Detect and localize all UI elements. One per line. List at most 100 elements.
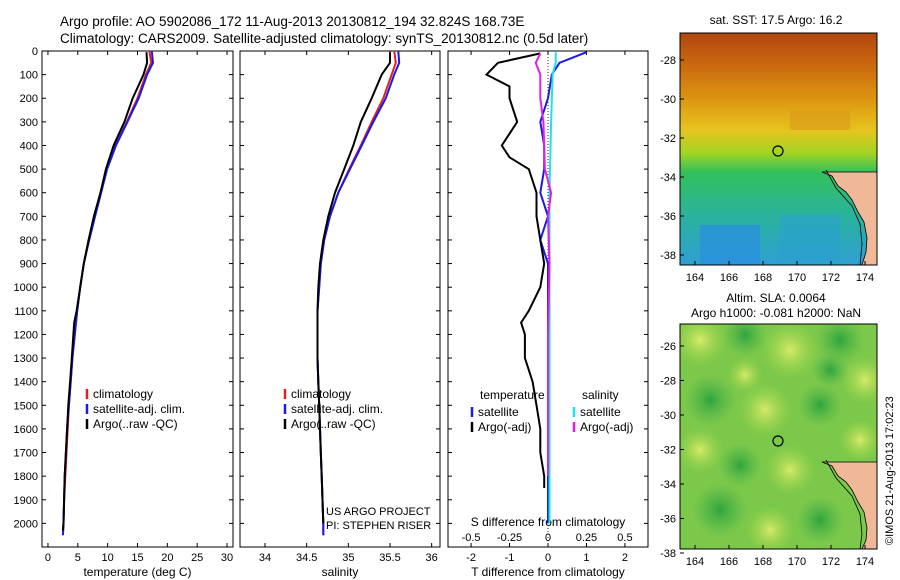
y-tick-label: 200 [20, 93, 38, 105]
sst-map-title: sat. SST: 17.5 Argo: 16.2 [710, 13, 843, 27]
y-tick-label: 1800 [14, 471, 38, 483]
x-tick-label: 2 [622, 552, 628, 564]
map-y-tick-label: -34 [660, 172, 676, 184]
map-x-tick-label: 168 [754, 556, 772, 568]
y-tick-label: 900 [20, 259, 38, 271]
y-tick-label: 1600 [14, 424, 38, 436]
series-line-argo-raw-qc- [61, 52, 149, 531]
sla-anomaly-blob [680, 324, 728, 368]
x-tick-label: 20 [161, 552, 173, 564]
sla-anomaly-blob [838, 418, 877, 462]
annotation-pi: PI: STEPHEN RISER [326, 520, 431, 532]
map-x-tick-label: 166 [720, 556, 738, 568]
map-x-tick-label: 166 [720, 272, 738, 284]
y-tick-label: 300 [20, 117, 38, 129]
legend-title-temperature: temperature [480, 388, 545, 402]
map-y-tick-label: -36 [660, 514, 676, 526]
sst-warm-patch [790, 110, 850, 130]
map-x-tick-label: 174 [856, 556, 874, 568]
sst-land [821, 171, 877, 265]
map-x-tick-label: 174 [856, 272, 874, 284]
sla-anomaly-blob [684, 374, 736, 426]
sla-anomaly-blob [718, 443, 762, 487]
map-x-tick-label: 168 [754, 272, 772, 284]
x-tick-label: 36 [426, 552, 438, 564]
map-y-tick-label: -38 [660, 250, 676, 262]
x-tick-label: 34 [259, 552, 271, 564]
series-line-argo-raw-qc- [316, 52, 391, 524]
map-x-tick-label: 170 [788, 272, 806, 284]
sla-anomaly-blob [692, 482, 748, 538]
y-tick-label: 100 [20, 70, 38, 82]
y-tick-label: 700 [20, 211, 38, 223]
legend-label: Argo(-adj) [478, 420, 531, 434]
map-x-tick-label: 164 [686, 556, 704, 568]
legend-title-salinity: salinity [582, 388, 619, 402]
map-y-tick-label: -38 [660, 548, 676, 560]
x2-tick-label: 0.25 [576, 532, 597, 544]
map-y-tick-label: -26 [660, 341, 676, 353]
legend-label: Argo(..raw -QC) [291, 417, 376, 431]
series-line-argo-adj- [534, 52, 553, 477]
series-line-satellite [548, 52, 557, 524]
y-tick-label: 1000 [14, 282, 38, 294]
plot-frame [239, 50, 441, 548]
x-tick-label: 0 [45, 552, 51, 564]
x-tick-label: 1 [583, 552, 589, 564]
sla-anomaly-blob [812, 352, 848, 388]
x-tick-label: -2 [466, 552, 476, 564]
x-tick-label: 35.5 [379, 552, 400, 564]
x-tick-label: 5 [75, 552, 81, 564]
sla-anomaly-blob [796, 496, 844, 544]
map-y-tick-label: -28 [660, 55, 676, 67]
y-tick-label: 500 [20, 164, 38, 176]
x2-tick-label: -0.25 [497, 532, 522, 544]
y-tick-label: 1500 [14, 400, 38, 412]
x-axis-label: temperature (deg C) [83, 565, 191, 579]
sla-anomaly-blob [680, 426, 724, 474]
sla-anomaly-blob [745, 505, 795, 549]
sst-bathymetry-contour [825, 169, 863, 265]
title-line-2: Climatology: CARS2009. Satellite-adjuste… [60, 31, 588, 46]
sla-anomaly-blob [723, 324, 767, 357]
sla-land [821, 461, 877, 549]
map-y-tick-label: -36 [660, 211, 676, 223]
sla-anomaly-blob [727, 357, 763, 393]
map-y-tick-label: -34 [660, 479, 676, 491]
sst-argo-position-marker [772, 145, 784, 157]
y-tick-label: 800 [20, 235, 38, 247]
map-x-tick-label: 170 [788, 556, 806, 568]
sst-map-frame [679, 32, 878, 266]
legend-label: satellite-adj. clim. [291, 402, 383, 416]
map-x-tick-label: 172 [822, 272, 840, 284]
y-tick-label: 400 [20, 140, 38, 152]
imos-timestamp: ©IMOS 21-Aug-2013 17:02:23 [884, 396, 896, 545]
sla-bathymetry-contour [825, 459, 863, 549]
sla-anomaly-blob [760, 324, 820, 380]
plot-frame [41, 50, 234, 548]
legend-label: climatology [291, 387, 351, 401]
salinity-panel: 34 34.5 35 35.5 36 salinity climatologysatelli… [239, 50, 441, 579]
map-x-tick-label: 164 [686, 272, 704, 284]
x-tick-label: 35 [342, 552, 354, 564]
map-y-tick-label: -32 [660, 133, 676, 145]
sla-map-frame [679, 323, 878, 550]
y-tick-label: 600 [20, 188, 38, 200]
x2-tick-label: -0.5 [462, 532, 481, 544]
sla-map: Altim. SLA: 0.0064 Argo h1000: -0.081 h2… [660, 291, 878, 568]
sst-cool-patch [700, 225, 760, 265]
x-axis-label: T difference from climatology [471, 565, 625, 579]
map-y-tick-label: -30 [660, 94, 676, 106]
x-tick-label: 25 [191, 552, 203, 564]
title-line-1: Argo profile: AO 5902086_172 11-Aug-2013… [60, 14, 524, 29]
y-tick-label: 1700 [14, 448, 38, 460]
legend-label: Argo(-adj) [580, 420, 633, 434]
sla-map-title-line-2: Argo h1000: -0.081 h2000: NaN [691, 306, 861, 320]
series-line-argo-adj- [484, 52, 546, 488]
y-tick-label: 1400 [14, 377, 38, 389]
legend-label: Argo(..raw -QC) [93, 417, 178, 431]
map-y-tick-label: -32 [660, 445, 676, 457]
legend-label: climatology [93, 387, 153, 401]
x-tick-label: -1 [505, 552, 515, 564]
x-axis-label: salinity [322, 565, 359, 579]
